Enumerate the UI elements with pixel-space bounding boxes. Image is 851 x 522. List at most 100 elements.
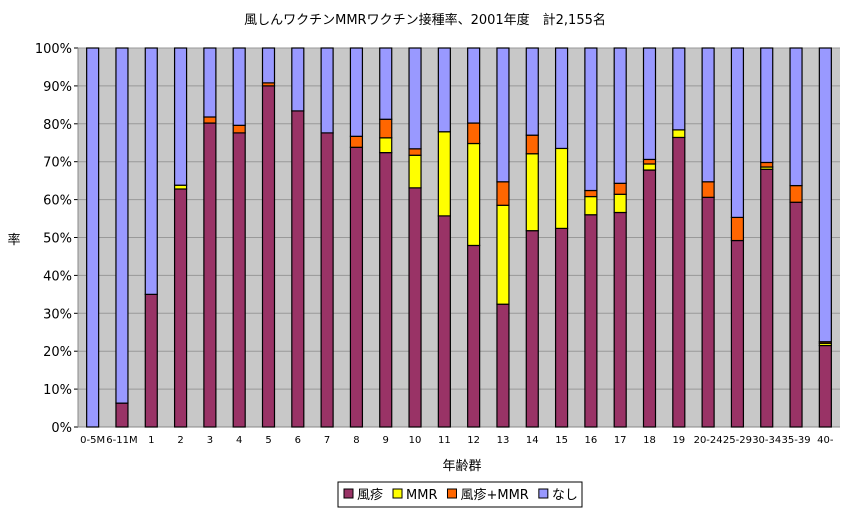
x-axis-label: 年齢群: [442, 459, 481, 474]
x-tick-label: 30-34: [752, 435, 781, 446]
legend-label: 風疹+MMR: [460, 487, 528, 503]
legend-swatch: [538, 488, 549, 499]
x-tick-label: 18: [643, 435, 656, 446]
bar-segment: [379, 152, 393, 428]
bar-segment: [525, 47, 539, 136]
bar-segment: [437, 215, 451, 428]
bar-segment: [379, 118, 393, 139]
y-tick-label: 30%: [43, 307, 72, 322]
bar-segment: [584, 189, 598, 198]
bar-segment: [115, 402, 129, 428]
bar-segment: [789, 201, 803, 428]
bar-segment: [408, 148, 422, 156]
bar-segment: [613, 211, 627, 428]
legend-label: MMR: [406, 488, 437, 503]
bar-segment: [554, 227, 569, 428]
bar-segment: [554, 47, 569, 150]
bar-segment: [642, 163, 657, 171]
y-tick-label: 90%: [43, 80, 72, 95]
x-tick-label: 35-39: [782, 435, 811, 446]
bar-segment: [261, 47, 276, 84]
bar-segment: [203, 47, 217, 118]
bar-segment: [701, 181, 715, 198]
bar-segment: [613, 193, 627, 214]
bar-segment: [730, 239, 745, 428]
bar-segment: [730, 216, 745, 242]
bar-segment: [349, 146, 364, 428]
bar-segment: [232, 47, 246, 126]
x-tick-label: 4: [236, 435, 242, 446]
bar-segment: [467, 122, 481, 145]
bar-segment: [86, 47, 100, 428]
bar-segment: [203, 116, 217, 124]
x-tick-label: 19: [672, 435, 685, 446]
bar-segment: [584, 214, 598, 428]
y-tick-label: 10%: [43, 383, 72, 398]
bar-segment: [701, 196, 715, 428]
x-tick-label: 3: [207, 435, 213, 446]
bar-segment: [525, 134, 539, 155]
bar-segment: [203, 122, 217, 428]
x-tick-label: 2: [177, 435, 183, 446]
x-tick-label: 9: [383, 435, 389, 446]
x-tick-label: 20-24: [694, 435, 723, 446]
bar-segment: [672, 129, 686, 139]
legend-swatch: [446, 488, 457, 499]
bar-segment: [525, 230, 539, 428]
bar-segment: [672, 136, 686, 428]
bar-segment: [496, 303, 510, 428]
y-tick-label: 50%: [43, 232, 72, 247]
bar-segment: [760, 161, 774, 168]
legend-label: 風疹: [357, 487, 383, 503]
y-tick-label: 20%: [43, 345, 72, 360]
x-tick-label: 17: [614, 435, 627, 446]
x-tick-label: 6: [295, 435, 301, 446]
y-axis-label: 率: [7, 232, 20, 248]
bar-segment: [437, 131, 451, 217]
y-tick-label: 40%: [43, 269, 72, 284]
x-tick-label: 7: [324, 435, 330, 446]
bar-segment: [789, 47, 803, 187]
bar-segment: [408, 187, 422, 428]
bar-segment: [642, 169, 657, 428]
bar-segment: [525, 153, 539, 232]
x-tick-label: 13: [497, 435, 510, 446]
bar-segment: [818, 344, 832, 428]
bar-segment: [730, 47, 745, 219]
x-tick-label: 15: [555, 435, 568, 446]
x-tick-label: 11: [438, 435, 451, 446]
legend-swatch: [392, 488, 403, 499]
bar-segment: [467, 47, 481, 124]
y-tick-label: 100%: [35, 42, 72, 57]
bar-segment: [115, 47, 129, 404]
bar-segment: [291, 47, 305, 112]
y-tick-label: 70%: [43, 156, 72, 171]
y-tick-label: 60%: [43, 194, 72, 209]
bar-segment: [144, 47, 158, 295]
bar-segment: [496, 204, 510, 305]
x-tick-label: 5: [265, 435, 271, 446]
bar-segment: [701, 47, 715, 183]
x-tick-label: 16: [585, 435, 598, 446]
y-tick-label: 80%: [43, 118, 72, 133]
bar-segment: [379, 47, 393, 120]
x-tick-label: 25-29: [723, 435, 752, 446]
chart-title: 風しんワクチンMMRワクチン接種率、2001年度 計2,155名: [244, 12, 606, 28]
bar-segment: [349, 47, 364, 137]
bar-segment: [408, 47, 422, 150]
bar-segment: [320, 132, 334, 428]
bar-segment: [144, 293, 158, 428]
x-tick-label: 10: [409, 435, 422, 446]
bar-segment: [232, 132, 246, 428]
bar-segment: [789, 184, 803, 203]
bar-segment: [467, 142, 481, 247]
bar-segment: [379, 137, 393, 154]
bar-segment: [173, 188, 188, 428]
bar-segment: [496, 181, 510, 206]
bar-segment: [760, 168, 774, 428]
bar-segment: [232, 124, 246, 134]
legend-label: なし: [552, 488, 578, 503]
bar-segment: [642, 47, 657, 161]
